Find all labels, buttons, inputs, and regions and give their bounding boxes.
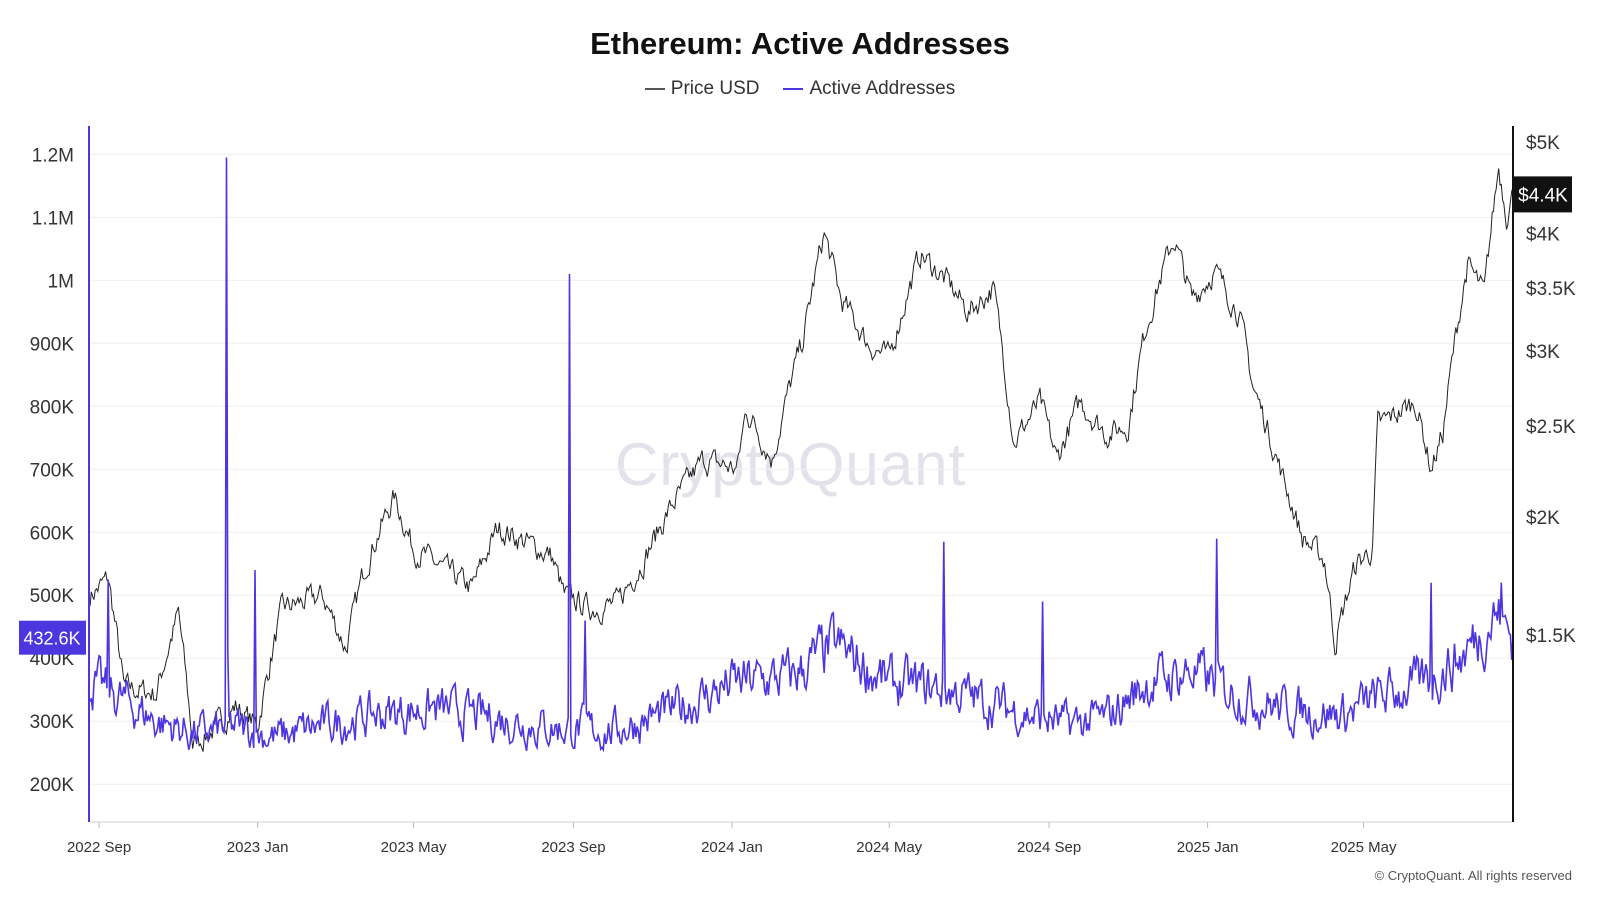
legend: Price USD Active Addresses [0, 78, 1600, 100]
legend-swatch-active [783, 88, 804, 90]
left-tick-label: 500K [30, 586, 75, 607]
x-tick-label: 2024 May [856, 839, 922, 856]
left-tick-label: 900K [30, 334, 75, 355]
x-tick-label: 2024 Sep [1017, 839, 1081, 856]
axes [88, 126, 1514, 828]
right-tick-label: $2K [1526, 508, 1560, 529]
x-tick-label: 2025 May [1331, 839, 1397, 856]
legend-item-active[interactable]: Active Addresses [783, 78, 955, 100]
watermark: CryptoQuant [615, 431, 967, 498]
right-tick-label: $1.5K [1526, 626, 1576, 647]
right-tick-label: $2.5K [1526, 417, 1576, 438]
legend-label-active: Active Addresses [809, 78, 956, 99]
left-tick-label: 800K [30, 397, 75, 418]
right-tick-label: $4K [1526, 224, 1560, 245]
active-addresses-series [89, 157, 1514, 753]
grid-lines [90, 153, 1513, 785]
chart-title: Ethereum: Active Addresses [590, 26, 1010, 61]
left-tick-label: 300K [30, 712, 75, 733]
active-badge-label: 432.6K [23, 629, 80, 649]
left-tick-label: 200K [30, 775, 75, 796]
x-tick-label: 2025 Jan [1177, 839, 1239, 856]
right-tick-label: $3K [1526, 342, 1560, 363]
copyright: © CryptoQuant. All rights reserved [1374, 868, 1572, 883]
x-tick-label: 2023 Sep [541, 839, 605, 856]
price-series [89, 168, 1514, 752]
x-tick-label: 2023 Jan [227, 839, 289, 856]
legend-item-price[interactable]: Price USD [644, 78, 760, 100]
x-tick-label: 2023 May [381, 839, 447, 856]
legend-swatch-price [644, 88, 665, 90]
left-tick-label: 1.1M [32, 208, 74, 229]
price-line [89, 168, 1514, 752]
value-badges: 432.6K $4.4K [19, 176, 1572, 655]
axis-labels: 1.2M1.1M1M900K800K700K600K500K400K300K20… [30, 133, 1576, 856]
price-badge-bg [1514, 176, 1572, 213]
left-tick-label: 1.2M [32, 145, 74, 166]
x-tick-label: 2024 Jan [701, 839, 763, 856]
right-tick-label: $3.5K [1526, 279, 1576, 300]
active-addresses-line [89, 157, 1514, 753]
price-badge-label: $4.4K [1518, 185, 1568, 206]
left-tick-label: 1M [48, 271, 74, 292]
active-badge-bg [19, 620, 86, 655]
legend-label-price: Price USD [670, 78, 760, 99]
left-tick-label: 700K [30, 460, 75, 481]
right-tick-label: $5K [1526, 133, 1560, 154]
x-tick-label: 2022 Sep [67, 839, 131, 856]
left-tick-label: 600K [30, 523, 75, 544]
